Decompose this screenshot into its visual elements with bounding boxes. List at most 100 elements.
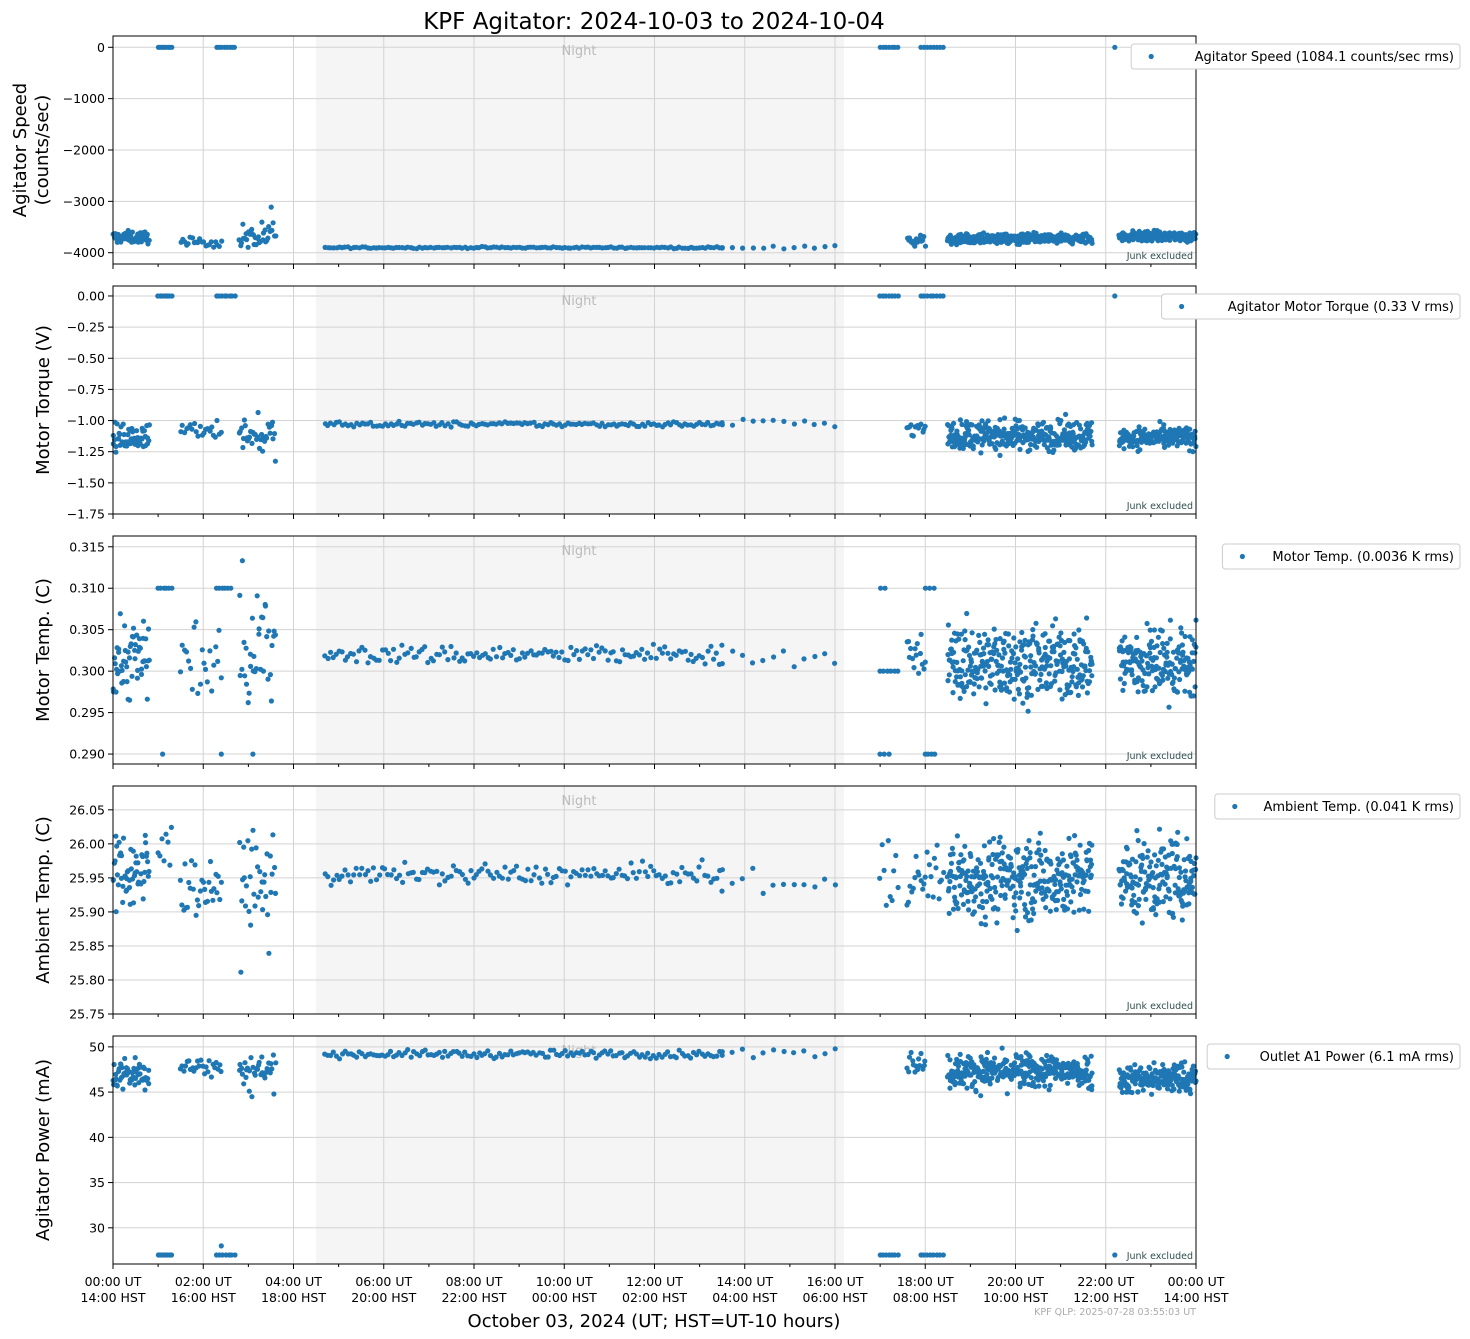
y-tick-label: −1000 xyxy=(63,91,105,106)
data-point xyxy=(999,850,1005,856)
data-point xyxy=(1089,842,1095,848)
data-point xyxy=(129,1069,135,1076)
data-point xyxy=(719,661,725,667)
data-point xyxy=(616,866,622,872)
data-point xyxy=(1153,912,1159,918)
data-point xyxy=(990,875,996,881)
data-point xyxy=(260,448,266,454)
data-point xyxy=(877,751,883,757)
data-point xyxy=(1070,668,1076,675)
data-point xyxy=(1073,852,1079,858)
data-point xyxy=(673,1055,679,1061)
y-axis-label: Motor Torque (V) xyxy=(33,325,54,475)
data-point xyxy=(1040,868,1047,874)
data-point xyxy=(1164,640,1170,647)
data-point xyxy=(1147,1065,1153,1072)
data-point xyxy=(1088,872,1094,878)
data-point xyxy=(493,1054,499,1060)
data-point xyxy=(908,645,914,652)
data-point xyxy=(146,438,152,444)
data-point xyxy=(1024,1058,1031,1064)
data-point xyxy=(1080,673,1086,679)
data-point xyxy=(930,1252,936,1258)
data-point xyxy=(886,751,892,757)
data-point xyxy=(599,872,606,879)
series-points xyxy=(110,824,1199,975)
data-point xyxy=(362,872,369,878)
data-point xyxy=(1139,678,1145,684)
data-point xyxy=(1034,444,1040,450)
data-point xyxy=(949,637,955,643)
data-point xyxy=(439,871,445,877)
data-point xyxy=(1018,1054,1024,1060)
data-point xyxy=(1189,666,1195,672)
data-point xyxy=(883,902,889,908)
data-point xyxy=(918,421,924,427)
data-point xyxy=(1006,643,1012,649)
data-point xyxy=(1066,835,1072,842)
data-point xyxy=(442,878,448,884)
panel-5: Night5045403530Agitator Power (mA)Junk e… xyxy=(33,1035,1461,1269)
data-point xyxy=(922,659,928,665)
data-point xyxy=(179,902,185,908)
data-point xyxy=(702,661,708,667)
data-point xyxy=(177,669,184,675)
data-point xyxy=(157,853,163,859)
data-point xyxy=(144,231,150,237)
data-point xyxy=(163,831,169,837)
data-point xyxy=(1028,664,1034,670)
data-point xyxy=(1129,885,1135,891)
data-point xyxy=(674,871,680,877)
data-point xyxy=(531,872,537,878)
data-point xyxy=(439,420,445,426)
data-point xyxy=(511,868,517,874)
data-point xyxy=(990,851,996,858)
data-point xyxy=(459,1053,465,1059)
data-point xyxy=(989,1075,995,1081)
data-point xyxy=(1071,631,1077,637)
data-point xyxy=(228,585,234,591)
x-tick-label-ut: 08:00 UT xyxy=(446,1274,503,1289)
data-point xyxy=(714,875,720,881)
data-point xyxy=(1135,689,1141,695)
data-point xyxy=(976,684,982,690)
data-point xyxy=(1059,656,1065,662)
data-point xyxy=(969,422,975,428)
data-point xyxy=(214,417,220,424)
data-point xyxy=(1169,661,1175,667)
data-point xyxy=(639,646,645,652)
data-point xyxy=(771,1047,777,1053)
data-point xyxy=(760,890,766,897)
data-point xyxy=(1015,656,1021,662)
data-point xyxy=(574,648,580,654)
data-point xyxy=(1072,833,1078,839)
data-point xyxy=(656,872,662,878)
y-tick-label: −1.75 xyxy=(67,507,105,522)
data-point xyxy=(1085,868,1091,874)
data-point xyxy=(1032,670,1038,676)
data-point xyxy=(1150,885,1156,891)
data-point xyxy=(978,1093,984,1099)
data-point xyxy=(117,611,123,617)
data-point xyxy=(1119,638,1125,644)
data-point xyxy=(1058,418,1064,424)
data-point xyxy=(545,1054,551,1060)
data-point xyxy=(1018,883,1024,889)
data-point xyxy=(146,657,152,663)
legend-label: Agitator Speed (1084.1 counts/sec rms) xyxy=(1195,50,1454,65)
data-point xyxy=(822,651,828,657)
data-point xyxy=(613,871,619,877)
data-point xyxy=(145,626,152,632)
data-point xyxy=(1192,236,1198,242)
data-point xyxy=(422,644,428,650)
data-point xyxy=(241,875,247,881)
data-point xyxy=(966,907,972,913)
data-point xyxy=(1040,683,1046,689)
data-point xyxy=(336,419,342,425)
data-point xyxy=(730,648,736,654)
data-point xyxy=(1154,643,1160,649)
data-point xyxy=(571,652,577,658)
data-point xyxy=(402,859,408,865)
data-point xyxy=(1153,863,1159,869)
data-point xyxy=(925,893,931,899)
